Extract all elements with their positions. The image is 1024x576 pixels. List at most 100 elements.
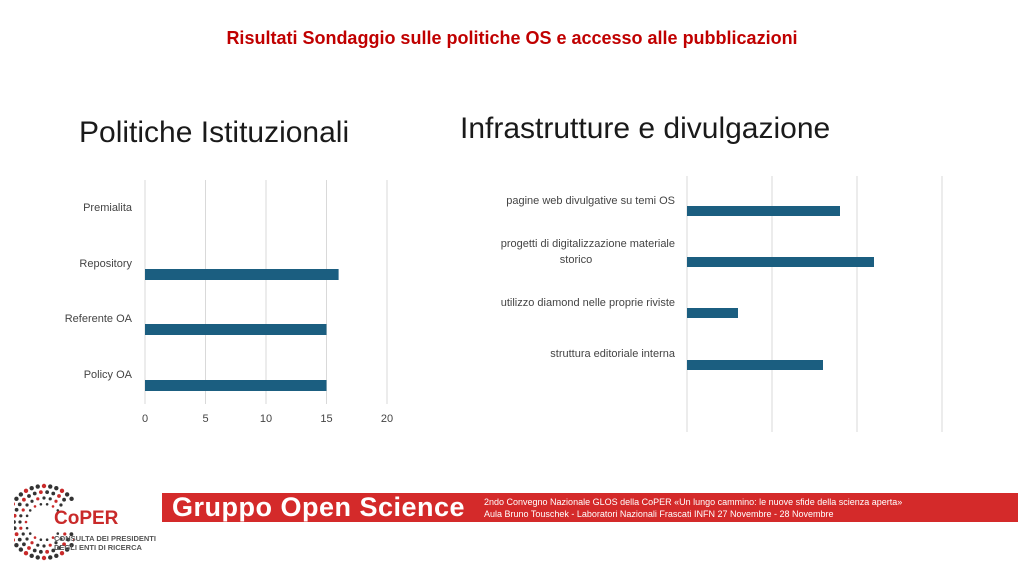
logo-dot <box>29 485 34 491</box>
logo-dot <box>36 497 40 501</box>
logo-dot <box>59 550 65 556</box>
logo-dot <box>12 513 17 518</box>
logo-dot <box>54 485 59 491</box>
logo-dot <box>45 549 50 554</box>
logo-dot <box>12 526 17 531</box>
banner-info: 2ndo Convegno Nazionale GLOS della CoPER… <box>484 496 902 520</box>
x-tick-label: 10 <box>260 413 272 425</box>
x-tick-label: 20 <box>381 413 393 425</box>
logo-name: CoPER <box>54 508 119 529</box>
category-label: storico <box>560 254 592 266</box>
logo-dot <box>17 537 22 542</box>
logo-dot <box>21 532 25 536</box>
logo-dot <box>24 520 28 524</box>
logo-dot <box>41 483 47 489</box>
category-label: progetti di digitalizzazione materiale <box>501 238 675 250</box>
category-label: pagine web divulgative su temi OS <box>506 195 675 207</box>
logo-dot <box>38 490 43 495</box>
logo-dot <box>28 532 32 535</box>
logo-dot <box>27 546 31 550</box>
logo-dot <box>10 501 16 507</box>
logo-dot <box>63 532 67 536</box>
logo-dot <box>57 494 61 498</box>
logo-dot <box>17 502 22 507</box>
bar <box>145 269 339 280</box>
logo-dot <box>35 484 40 489</box>
logo-dot <box>18 492 24 497</box>
banner-info-line1: 2ndo Convegno Nazionale GLOS della CoPER… <box>484 497 903 507</box>
logo-dot <box>39 538 43 542</box>
logo-dot <box>59 488 65 494</box>
category-label: Referente OA <box>65 313 133 325</box>
logo-dot <box>28 509 32 512</box>
category-label: utilizzo diamond nelle proprie riviste <box>501 297 675 309</box>
logo-dot <box>10 537 16 543</box>
logo-dot <box>48 497 52 501</box>
category-label: struttura editoriale interna <box>550 348 676 360</box>
logo-dot <box>25 537 29 541</box>
footer-banner: Gruppo Open Science 2ndo Convegno Nazion… <box>162 493 1018 522</box>
logo-dot <box>45 490 50 495</box>
logo-dot <box>21 508 25 512</box>
logo-dot <box>35 555 40 560</box>
logo-dot <box>54 553 59 559</box>
logo-dot <box>62 497 66 502</box>
logo-subtitle-line1: CONSULTA DEI PRESIDENTI <box>54 534 156 543</box>
logo-dot <box>23 488 29 494</box>
logo-dot <box>33 505 37 508</box>
logo-dot <box>27 494 31 498</box>
logo-dot <box>54 541 58 545</box>
banner-title: Gruppo Open Science <box>172 492 466 522</box>
logo-dot <box>22 497 26 502</box>
x-tick-label: 15 <box>320 413 332 425</box>
logo-dot <box>19 514 23 518</box>
bar <box>687 206 840 216</box>
logo-dot <box>48 484 53 489</box>
logo-dot <box>42 496 46 500</box>
logo-dot <box>69 532 74 537</box>
logo-dot <box>57 546 61 550</box>
logo-dot <box>69 542 74 548</box>
logo-dot <box>12 520 16 524</box>
logo-dot <box>51 536 55 539</box>
logo-dot <box>39 502 43 506</box>
coper-logo: CoPER CONSULTA DEI PRESIDENTI DEGLI ENTI… <box>5 476 194 568</box>
logo-dot <box>25 503 29 507</box>
logo-dot <box>32 548 37 553</box>
category-label: Premialita <box>83 202 133 214</box>
logo-dot <box>25 526 29 530</box>
logo-dot <box>36 543 40 547</box>
x-tick-label: 5 <box>202 413 208 425</box>
logo-dot <box>14 496 19 502</box>
logo-dot <box>30 541 34 545</box>
logo-dot <box>41 555 47 561</box>
logo-dot <box>59 503 63 507</box>
logo-dot <box>51 505 55 508</box>
logo-dot <box>14 507 19 512</box>
logo-dot <box>30 499 34 503</box>
logo-dot <box>69 496 74 502</box>
logo-dot <box>18 547 24 552</box>
logo-dot <box>45 502 49 506</box>
logo-dot <box>64 547 70 552</box>
logo-dot <box>33 536 37 539</box>
category-label: Policy OA <box>84 369 133 381</box>
bar <box>687 257 874 267</box>
bar <box>145 324 327 335</box>
bar <box>145 380 327 391</box>
bar <box>687 308 738 318</box>
chart-title-left: Politiche Istituzionali <box>79 116 350 149</box>
logo-dot <box>66 537 71 542</box>
logo-dot <box>29 553 34 559</box>
category-label: Repository <box>79 258 132 270</box>
logo-dot <box>25 514 29 518</box>
logo-dot <box>51 491 56 496</box>
logo-dot <box>22 542 26 547</box>
logo-dot <box>56 532 60 535</box>
logo-dot <box>42 544 46 548</box>
logo-dot <box>64 492 70 497</box>
chart-title-right: Infrastrutture e divulgazione <box>460 112 831 145</box>
banner-info-line2: Aula Bruno Touschek - Laboratori Naziona… <box>484 509 834 519</box>
logo-dot <box>45 538 49 542</box>
